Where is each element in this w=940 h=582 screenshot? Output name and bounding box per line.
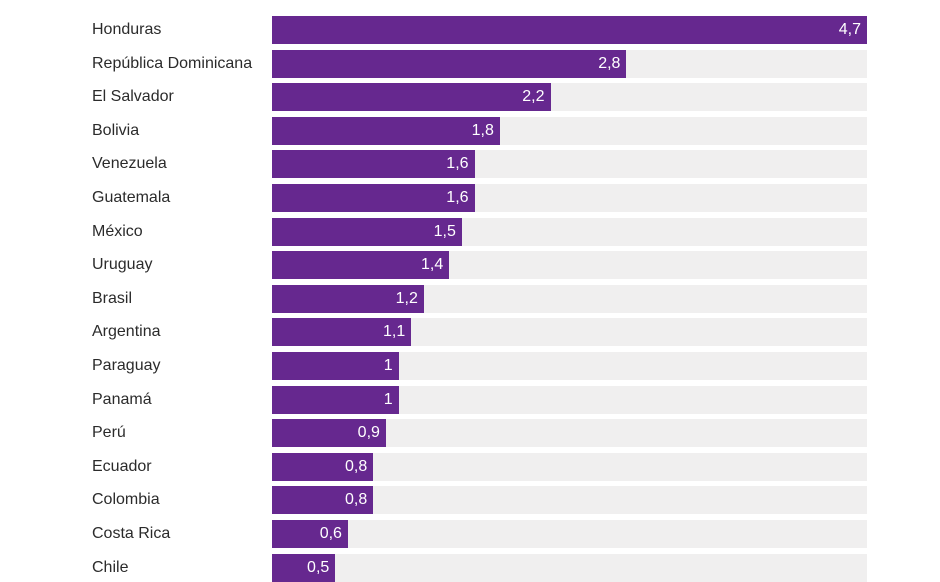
bar-track: 1,5: [272, 217, 867, 246]
value-label: 0,9: [357, 424, 380, 442]
bar-track: 0,6: [272, 520, 867, 548]
value-label: 4,7: [838, 21, 861, 38]
bar: 1,1: [272, 318, 412, 347]
bar-track: 1: [272, 352, 867, 380]
bar-track: 4,7: [272, 16, 867, 44]
bar-track: 1,8: [272, 116, 867, 145]
bar: 1,5: [272, 217, 462, 246]
value-label: 0,6: [319, 525, 342, 542]
bar-track: 1,1: [272, 318, 867, 347]
category-label: Perú: [92, 424, 126, 442]
value-label: 1,4: [420, 256, 444, 274]
bar-track: 1,2: [272, 284, 867, 313]
bar: 1,6: [272, 150, 475, 179]
category-label: Venezuela: [92, 155, 167, 173]
value-label: 1,8: [471, 121, 494, 139]
value-label: 1: [383, 390, 393, 408]
category-label: Argentina: [92, 323, 161, 341]
bar: 0,5: [272, 553, 336, 582]
bar: 2,8: [272, 49, 627, 78]
bar: 0,9: [272, 419, 386, 448]
category-label: Colombia: [92, 491, 160, 509]
bar: 1,8: [272, 116, 500, 145]
value-label: 1: [383, 357, 393, 374]
category-label: Panamá: [92, 390, 152, 408]
value-label: 0,8: [345, 491, 368, 509]
bar-track: 1: [272, 385, 867, 414]
category-label: República Dominicana: [92, 54, 253, 72]
category-label: México: [92, 222, 143, 240]
bar: 1,6: [272, 184, 475, 212]
value-label: 2,2: [522, 88, 545, 106]
category-label: Uruguay: [92, 256, 153, 274]
bar: 2,2: [272, 83, 551, 112]
bar-track: 1,4: [272, 251, 867, 280]
bar: 0,6: [272, 520, 348, 548]
bar: 1: [272, 385, 399, 414]
category-label: Bolivia: [92, 121, 140, 139]
bar: 1: [272, 352, 399, 380]
value-label: 0,5: [307, 558, 330, 576]
bar-track: 0,8: [272, 452, 867, 481]
value-label: 1,1: [383, 323, 406, 341]
category-label: Guatemala: [92, 189, 171, 206]
bar-track: 0,9: [272, 419, 867, 448]
value-label: 0,8: [345, 457, 368, 475]
bar-track: 0,8: [272, 486, 867, 515]
category-label: Honduras: [92, 21, 162, 38]
bar-track: 0,5: [272, 553, 867, 582]
category-label: Paraguay: [92, 357, 161, 374]
value-label: 1,6: [446, 189, 469, 206]
bar: 0,8: [272, 452, 374, 481]
category-label: El Salvador: [92, 88, 174, 106]
category-label: Brasil: [92, 289, 133, 307]
bar: 4,7: [272, 16, 867, 44]
value-label: 1,2: [395, 289, 418, 307]
value-label: 1,6: [446, 155, 469, 173]
value-label: 2,8: [598, 54, 621, 72]
category-label: Costa Rica: [92, 525, 171, 542]
category-label: Chile: [92, 558, 129, 576]
bar-track: 2,2: [272, 83, 867, 112]
value-label: 1,5: [433, 222, 456, 240]
bar: 1,2: [272, 284, 424, 313]
category-label: Ecuador: [92, 457, 152, 475]
bar-track: 1,6: [272, 150, 867, 179]
bar: 0,8: [272, 486, 374, 515]
bar: 1,4: [272, 251, 450, 280]
bar-track: 2,8: [272, 49, 867, 78]
bar-track: 1,6: [272, 184, 867, 212]
